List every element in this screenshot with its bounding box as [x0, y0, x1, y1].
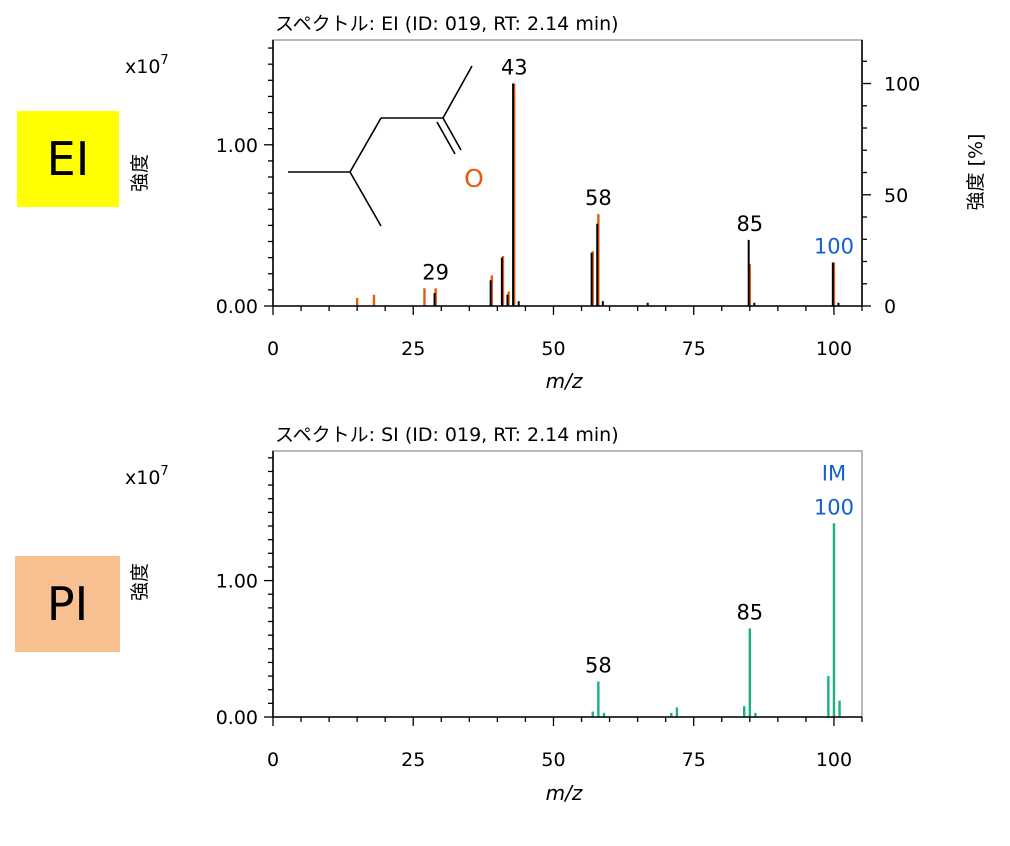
ei-x-tick-label-50: 50: [541, 338, 565, 360]
si-peak-label-85: 85: [736, 600, 763, 624]
ei-panel: スペクトル: EI (ID: 019, RT: 2.14 min) x107 強…: [125, 13, 987, 393]
si-x-tick-label-0: 0: [267, 749, 279, 771]
ei-y-right-tick-label-100: 100: [884, 74, 920, 96]
si-x-tick-label-25: 25: [401, 749, 425, 771]
si-peak-label-58: 58: [585, 654, 612, 678]
ei-y-axis-label: 強度: [129, 154, 151, 192]
ei-peak-labels: 43 58 85 29 100: [422, 56, 854, 285]
ei-molecule-structure: [288, 65, 473, 227]
si-y-axis-label: 強度: [129, 563, 151, 601]
ei-y-right-axis-label: 強度 [%]: [965, 134, 987, 211]
ei-axes: 0 25 50 75 100 0.00 1.00 0 50 100: [216, 40, 920, 360]
si-axes: 0 25 50 75 100 0.00 1.00: [216, 451, 863, 771]
ei-peak-label-29: 29: [422, 260, 449, 284]
ei-x-axis-label: m/z: [546, 369, 583, 393]
pi-badge-label: PI: [46, 577, 89, 631]
ei-x-tick-label-100: 100: [816, 338, 852, 360]
ei-y-tick-label-0.00: 0.00: [216, 296, 258, 318]
pi-badge: PI: [15, 556, 120, 652]
ei-peak-label-85: 85: [736, 212, 763, 236]
ei-bars: [355, 83, 840, 306]
ei-x-tick-label-25: 25: [401, 338, 425, 360]
si-scale-label: x107: [125, 464, 169, 489]
ei-peak-label-100: 100: [814, 234, 854, 258]
ei-x-tick-label-75: 75: [682, 338, 706, 360]
ei-peak-label-58: 58: [585, 186, 612, 210]
si-peak-labels: 58 85 100 IM: [585, 461, 854, 677]
ei-scale-label: x107: [125, 53, 169, 78]
si-x-tick-label-75: 75: [682, 749, 706, 771]
si-x-axis-label: m/z: [546, 781, 583, 805]
si-y-tick-label-0.00: 0.00: [216, 707, 258, 729]
ei-y-right-tick-label-0: 0: [884, 296, 896, 318]
si-x-tick-label-100: 100: [816, 749, 852, 771]
ei-oxygen-atom-label: O: [464, 164, 484, 193]
ei-chart-title: スペクトル: EI (ID: 019, RT: 2.14 min): [275, 13, 619, 35]
si-peak-label-IM: IM: [822, 461, 846, 485]
si-peak-label-100: 100: [814, 495, 854, 519]
si-panel: スペクトル: SI (ID: 019, RT: 2.14 min) x107 強…: [125, 424, 863, 805]
ei-plot-frame: [272, 39, 863, 307]
si-plot-frame: [272, 450, 863, 718]
si-bars: [591, 523, 841, 717]
si-chart-title: スペクトル: SI (ID: 019, RT: 2.14 min): [275, 424, 619, 446]
ei-badge-label: EI: [46, 132, 90, 186]
ei-y-right-tick-label-50: 50: [884, 185, 908, 207]
ei-badge: EI: [17, 111, 119, 207]
si-x-tick-label-50: 50: [541, 749, 565, 771]
si-y-tick-label-1.00: 1.00: [216, 571, 258, 593]
ei-x-tick-label-0: 0: [267, 338, 279, 360]
ei-peak-label-43: 43: [501, 56, 528, 80]
ei-y-tick-label-1.00: 1.00: [216, 135, 258, 157]
